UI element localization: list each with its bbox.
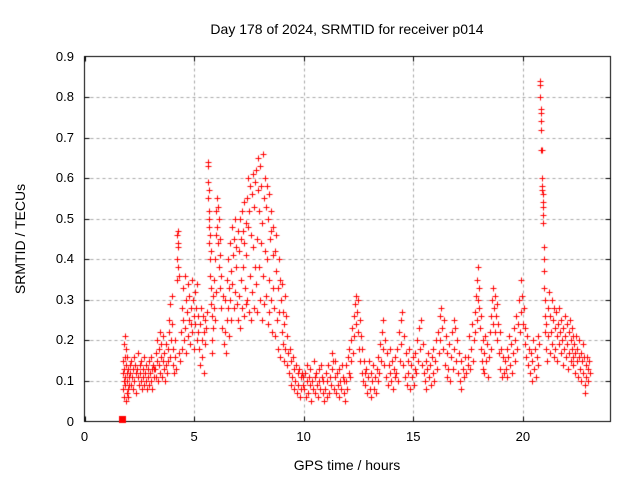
y-tick-label: 0.6 xyxy=(55,170,74,186)
y-tick-label: 0 xyxy=(66,413,74,429)
x-tick-label: 20 xyxy=(515,429,531,444)
x-tick-label: 0 xyxy=(80,429,89,444)
x-tick-label: 10 xyxy=(296,429,311,444)
y-tick-label: 0.3 xyxy=(55,291,74,307)
x-tick-label: 15 xyxy=(406,429,421,444)
y-tick-label: 0.8 xyxy=(55,89,74,105)
y-tick-label: 0.2 xyxy=(55,332,74,348)
x-axis-label: GPS time / hours xyxy=(293,457,401,473)
y-tick-label: 0.1 xyxy=(55,372,74,388)
y-tick-label: 0.9 xyxy=(55,48,74,64)
y-tick-label: 0.5 xyxy=(55,210,74,226)
x-tick-label: 5 xyxy=(190,429,198,444)
y-tick-label: 0.7 xyxy=(55,129,74,145)
y-tick-label: 0.4 xyxy=(55,251,74,267)
chart-title: Day 178 of 2024, SRMTID for receiver p01… xyxy=(210,21,484,37)
y-axis-label: SRMTID / TECUs xyxy=(12,183,28,295)
